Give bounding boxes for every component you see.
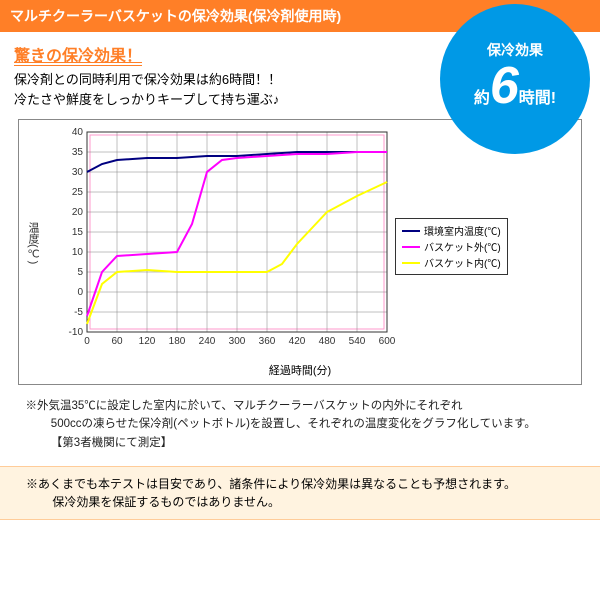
plot-area: -10 -5 0 5 10 15 20 25 30 35 40 0 60 120 180 240 300 360 4… [43,128,473,358]
svg-text:180: 180 [169,336,186,347]
svg-text:-10: -10 [69,327,84,338]
svg-text:240: 240 [199,336,216,347]
svg-text:420: 420 [289,336,306,347]
notes-block: ※外気温35℃に設定した室内に於いて、マルチクーラーバスケットの内外にそれぞれ … [0,393,600,466]
chart-container: 温度(℃) -10 -5 0 5 10 15 20 25 30 35 40 0 60 120 180 240 3… [18,119,582,385]
badge-line1: 保冷効果 [487,43,543,58]
svg-text:0: 0 [77,287,83,298]
svg-text:40: 40 [72,128,84,138]
svg-text:15: 15 [72,227,84,238]
page: マルチクーラーバスケットの保冷効果(保冷剤使用時) 保冷効果 約6時間! 驚きの… [0,0,600,526]
svg-text:480: 480 [319,336,336,347]
legend: 環境室内温度(℃)バスケット外(℃)バスケット内(℃) [395,218,508,275]
svg-text:600: 600 [379,336,396,347]
y-axis-label: 温度(℃) [25,128,43,358]
svg-text:360: 360 [259,336,276,347]
svg-text:30: 30 [72,167,84,178]
svg-text:60: 60 [111,336,123,347]
svg-text:35: 35 [72,147,84,158]
disclaimer-1: ※あくまでも本テストは目安であり、諸条件により保冷効果は異なることも予想されます… [14,475,586,511]
badge-line2: 約6時間! [474,58,556,115]
svg-text:25: 25 [72,187,84,198]
disclaimer-block: ※あくまでも本テストは目安であり、諸条件により保冷効果は異なることも予想されます… [0,466,600,520]
legend-item: 環境室内温度(℃) [402,223,501,238]
legend-item: バスケット外(℃) [402,239,501,254]
legend-item: バスケット内(℃) [402,255,501,270]
svg-text:10: 10 [72,247,84,258]
svg-text:0: 0 [84,336,90,347]
svg-text:-5: -5 [74,307,83,318]
x-axis-label: 経過時間(分) [25,362,575,378]
svg-text:300: 300 [229,336,246,347]
svg-text:120: 120 [139,336,156,347]
svg-text:5: 5 [77,267,83,278]
svg-text:20: 20 [72,207,84,218]
svg-text:540: 540 [349,336,366,347]
note-line: ※外気温35℃に設定した室内に於いて、マルチクーラーバスケットの内外にそれぞれ … [14,397,586,452]
